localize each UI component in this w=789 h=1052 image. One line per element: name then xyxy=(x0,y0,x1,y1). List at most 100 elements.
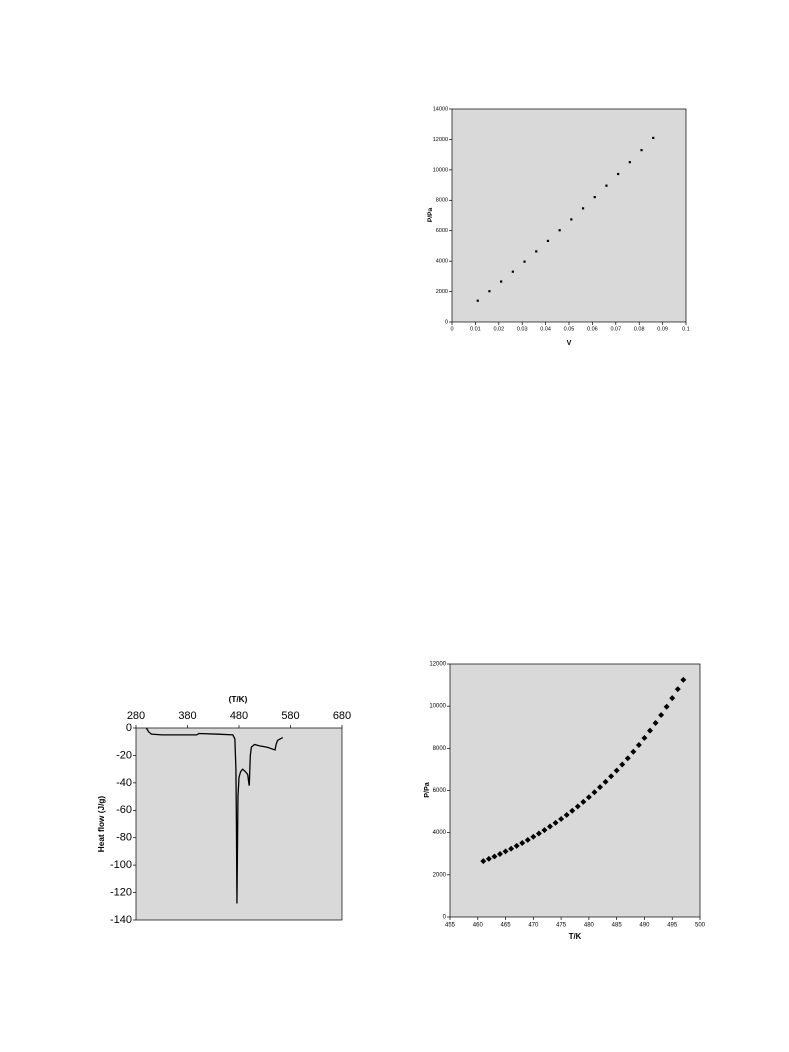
x-tick-label: 0.09 xyxy=(657,327,668,333)
y-tick-label: 2000 xyxy=(436,289,448,295)
x-axis-label: (T/K) xyxy=(229,695,248,704)
y-tick-label: -140 xyxy=(110,914,132,926)
data-point xyxy=(658,712,665,719)
data-point xyxy=(593,195,596,199)
data-point xyxy=(476,299,479,302)
data-point xyxy=(547,823,553,830)
x-tick-label: 0.1 xyxy=(682,327,690,333)
x-tick-label: 380 xyxy=(178,710,196,722)
data-point xyxy=(558,815,565,822)
y-tick-label: -60 xyxy=(116,804,132,816)
y-tick-label: 12000 xyxy=(429,662,446,668)
plot-area xyxy=(135,727,343,921)
y-tick-label: -80 xyxy=(116,832,132,844)
y-tick-label: -40 xyxy=(116,777,132,789)
data-point xyxy=(641,734,648,741)
y-tick-label: 4000 xyxy=(433,830,447,836)
x-tick-label: 470 xyxy=(528,922,539,928)
x-tick-label: 490 xyxy=(639,922,650,928)
x-tick-label: 580 xyxy=(281,710,299,722)
data-point xyxy=(500,280,503,283)
data-point xyxy=(674,686,681,693)
x-tick-label: 495 xyxy=(667,922,678,928)
data-point xyxy=(608,773,615,780)
data-point xyxy=(502,848,509,855)
x-tick-label: 280 xyxy=(127,710,145,722)
x-tick-label: 0.07 xyxy=(610,327,621,333)
data-point xyxy=(511,270,514,273)
data-point xyxy=(524,836,531,843)
data-point xyxy=(652,136,655,140)
data-point xyxy=(635,742,642,748)
data-point xyxy=(541,827,548,834)
chart: 455 460 465 470 475 480 485 490 495 500 0 2000 4000 6… xyxy=(422,662,706,941)
data-point xyxy=(613,767,620,774)
y-axis-label: Heat flow (J/g) xyxy=(97,796,106,853)
data-point xyxy=(602,778,609,785)
y-axis-label: P/Pa xyxy=(427,208,434,223)
y-tick-label: 0 xyxy=(443,915,447,921)
x-tick-label: 480 xyxy=(584,922,595,928)
data-point xyxy=(569,807,576,814)
data-point xyxy=(663,703,670,710)
x-tick-label: 500 xyxy=(695,922,706,928)
data-point xyxy=(513,842,520,849)
y-tick-label: -100 xyxy=(110,859,132,871)
y-tick-label: 12000 xyxy=(433,137,448,143)
data-point xyxy=(535,250,538,253)
x-tick-label: 0.01 xyxy=(470,327,481,333)
x-axis-label: T/K xyxy=(569,932,582,941)
y-tick-label: 2000 xyxy=(433,872,447,878)
data-point xyxy=(488,290,491,293)
x-tick-label: 480 xyxy=(230,710,248,722)
y-tick-label: 6000 xyxy=(433,788,447,794)
y-tick-label: 14000 xyxy=(433,106,448,112)
y-tick-label: 8000 xyxy=(436,198,448,204)
data-line xyxy=(145,727,284,904)
x-tick-label: 0.04 xyxy=(540,327,551,333)
data-point xyxy=(535,830,542,837)
plot-area xyxy=(451,108,687,323)
data-point xyxy=(546,239,550,243)
data-point xyxy=(552,819,559,826)
data-point xyxy=(624,755,631,762)
y-tick-label: 6000 xyxy=(436,228,448,234)
y-axis-label: P/Pa xyxy=(422,781,431,798)
y-tick-label: 0 xyxy=(126,722,132,734)
data-point xyxy=(570,218,573,221)
data-point xyxy=(530,833,537,840)
data-point xyxy=(605,184,608,187)
x-tick-label: 455 xyxy=(445,922,456,928)
x-tick-label: 465 xyxy=(501,922,512,928)
x-axis-label: V xyxy=(567,339,572,347)
y-tick-label: -120 xyxy=(110,886,132,898)
y-tick-label: 10000 xyxy=(429,704,446,710)
data-point xyxy=(574,803,581,810)
data-point xyxy=(563,811,570,818)
data-point xyxy=(630,748,637,755)
x-tick-label: 485 xyxy=(612,922,623,928)
data-point xyxy=(523,260,526,263)
data-point xyxy=(647,727,653,734)
data-point xyxy=(619,761,626,768)
chart: 0 0.01 0.02 0.03 0.04 0.05 0.06 0.07 0.08 0.09 0.1… xyxy=(427,106,690,346)
x-tick-label: 0.05 xyxy=(564,327,575,333)
chart: 280 380 480 580 680 -140 -120 -100 -80 -60 -40 -20 0… xyxy=(97,695,351,926)
data-point xyxy=(580,798,587,805)
y-tick-label: 10000 xyxy=(433,167,448,173)
x-tick-label: 0.02 xyxy=(493,327,504,333)
data-point xyxy=(640,149,643,152)
data-point xyxy=(591,789,598,796)
data-point xyxy=(519,840,526,846)
data-point xyxy=(652,720,659,726)
data-point xyxy=(669,695,676,702)
y-tick-label: 4000 xyxy=(436,259,448,265)
x-tick-label: 0.06 xyxy=(587,327,598,333)
x-tick-label: 475 xyxy=(556,922,567,928)
x-tick-label: 0.08 xyxy=(634,327,645,333)
data-point xyxy=(680,676,687,683)
x-tick-label: 0 xyxy=(450,327,453,333)
x-tick-label: 460 xyxy=(473,922,484,928)
data-point xyxy=(558,229,561,232)
